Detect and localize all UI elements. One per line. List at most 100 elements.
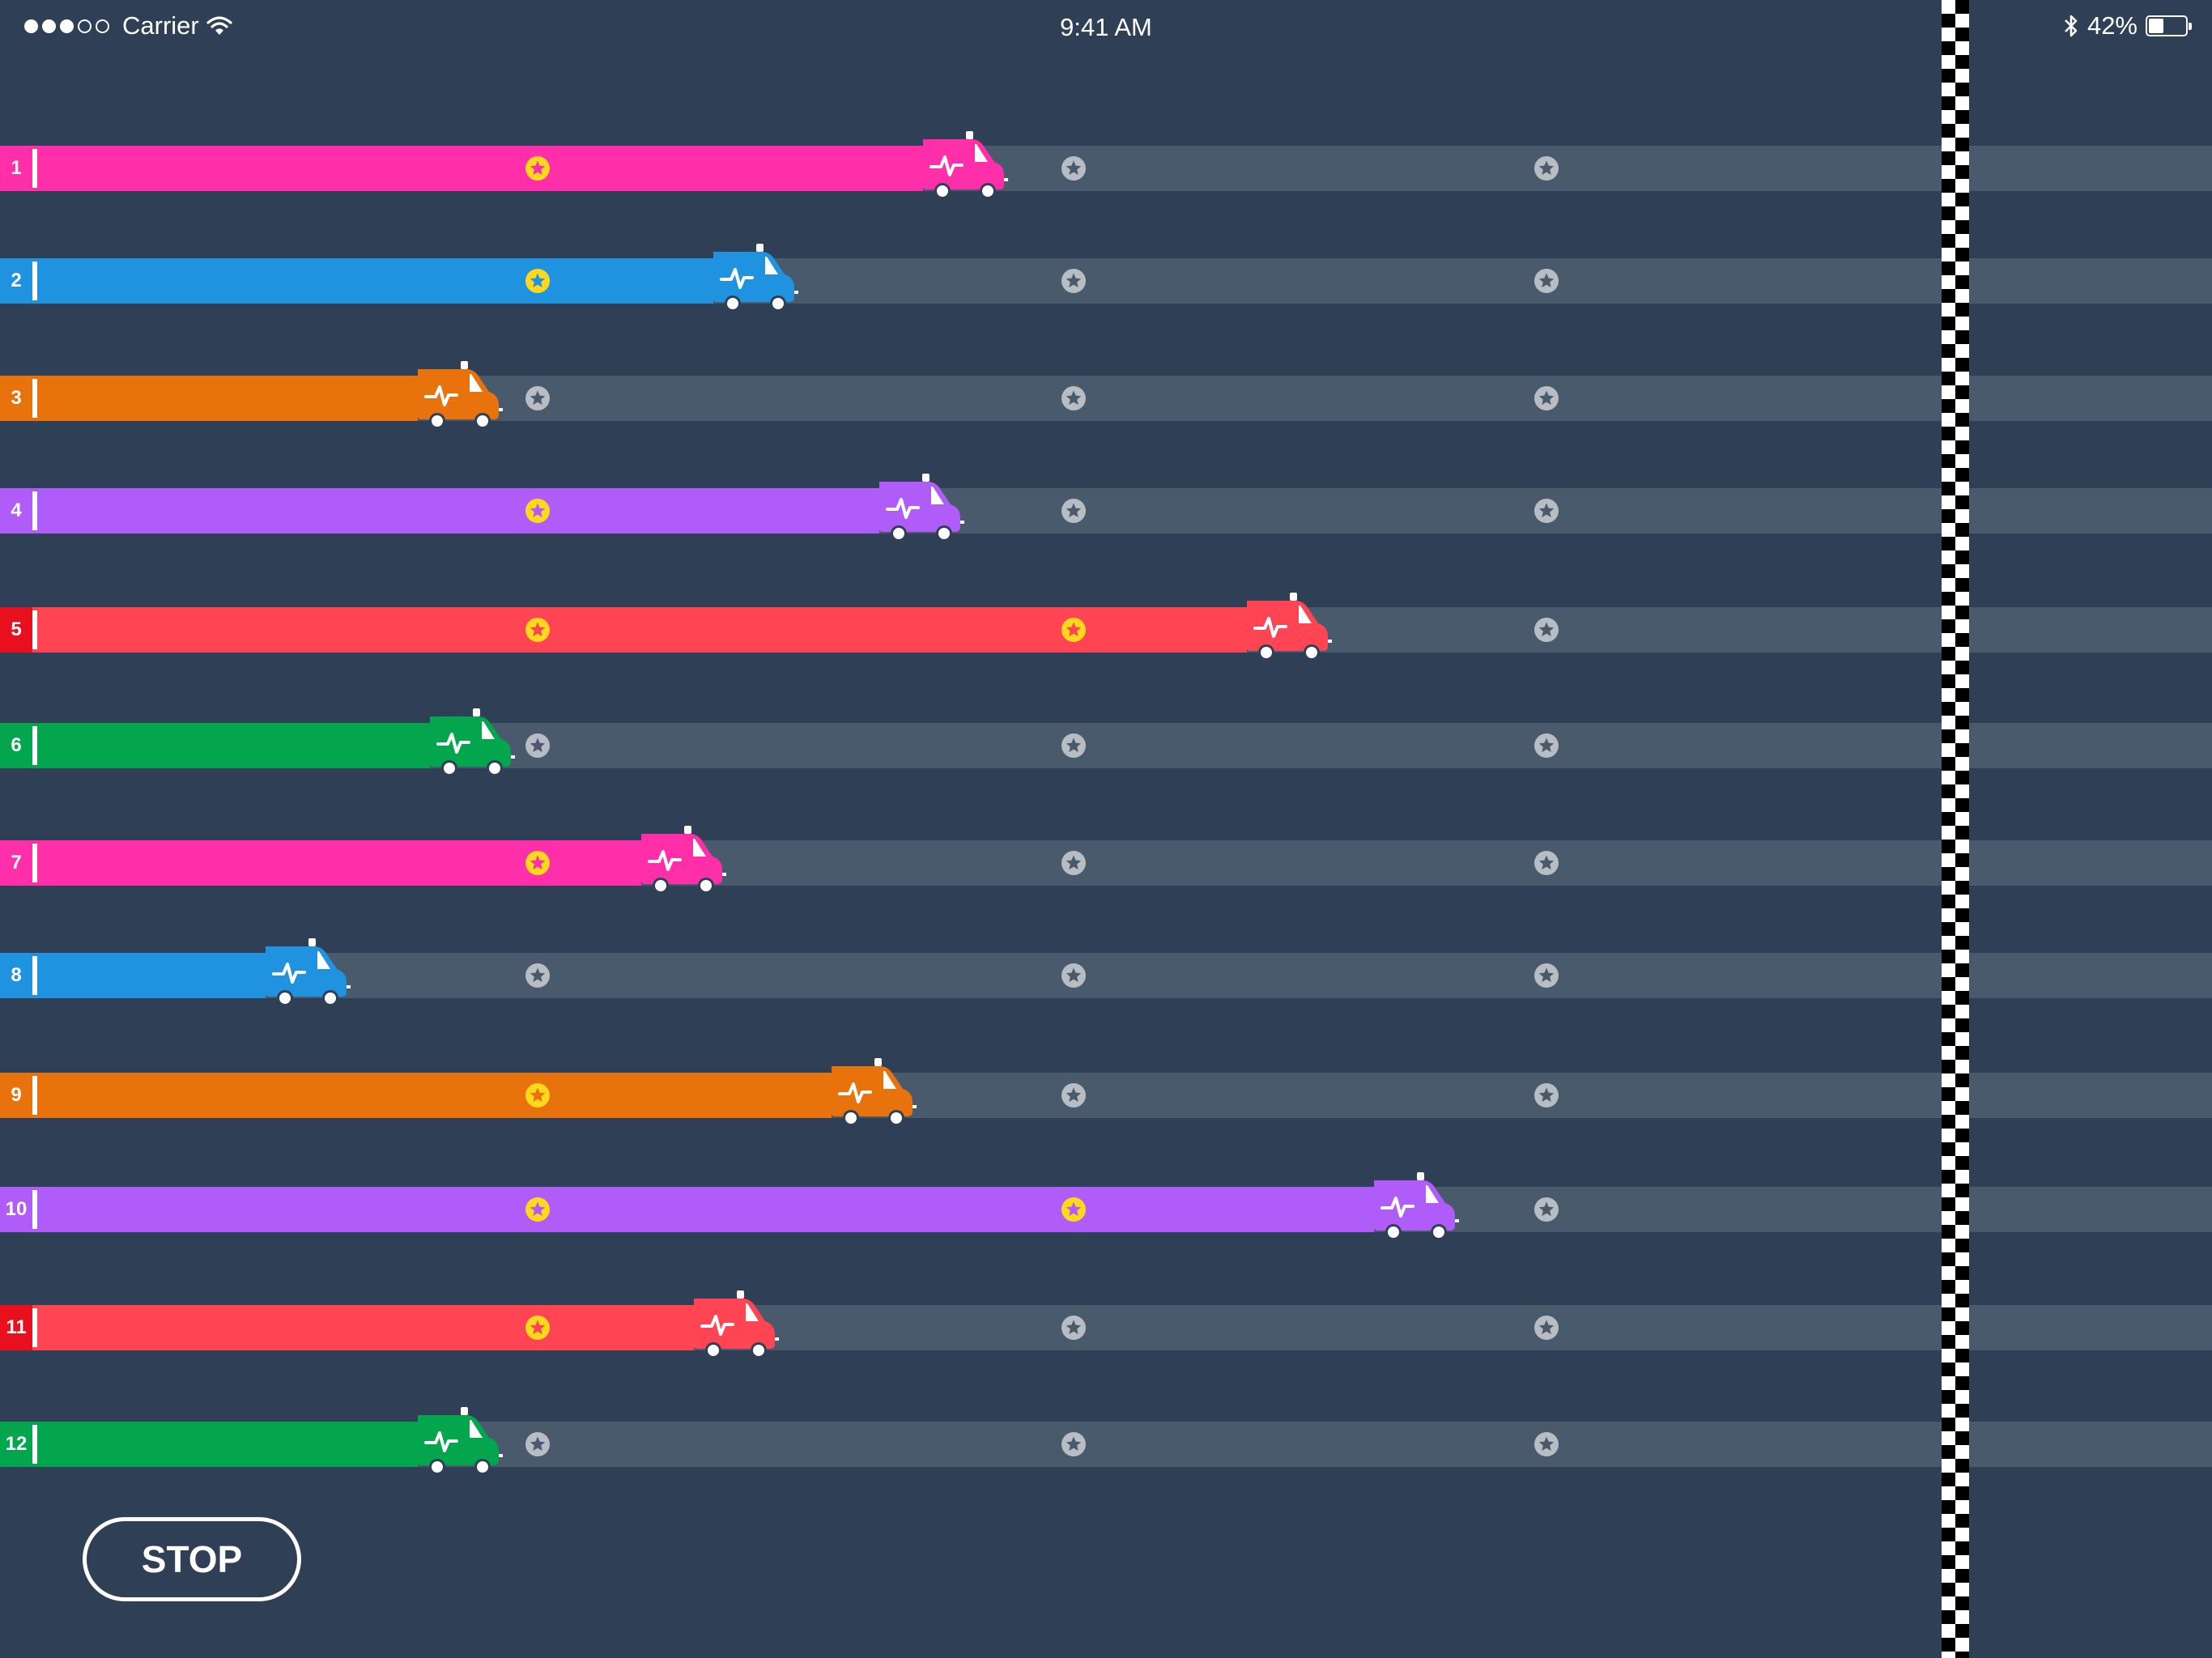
lane-progress-bar <box>0 1073 832 1118</box>
lane-progress-bar <box>0 258 713 304</box>
start-line <box>32 956 37 995</box>
battery-icon <box>2146 15 2192 36</box>
race-lane: 4 <box>0 474 2212 542</box>
lane-number: 8 <box>0 953 32 998</box>
star-icon <box>1534 268 1559 294</box>
lane-number: 5 <box>0 607 32 653</box>
star-icon-collected <box>525 155 551 181</box>
lane-progress-bar <box>0 1422 419 1467</box>
start-line <box>32 379 37 418</box>
race-lane: 2 <box>0 244 2212 312</box>
race-lane: 12 <box>0 1407 2212 1475</box>
star-icon <box>1061 850 1087 876</box>
lane-progress-bar <box>0 488 879 534</box>
star-icon <box>1534 1431 1559 1457</box>
status-left: Carrier <box>24 11 233 40</box>
star-icon <box>1061 733 1087 759</box>
ambulance-icon <box>427 705 517 780</box>
star-icon <box>525 963 551 988</box>
lane-number: 1 <box>0 146 32 191</box>
start-line <box>32 610 37 649</box>
battery-percent: 42% <box>2087 11 2138 40</box>
star-icon <box>525 733 551 759</box>
bluetooth-icon <box>2065 15 2078 37</box>
lane-number: 10 <box>0 1187 32 1232</box>
star-icon <box>1061 385 1087 411</box>
lane-progress-bar <box>0 376 419 421</box>
star-icon-collected <box>525 1197 551 1222</box>
wifi-icon <box>206 16 232 35</box>
lane-progress-bar <box>0 607 1247 653</box>
start-line <box>32 1076 37 1115</box>
ambulance-icon <box>876 470 967 545</box>
star-icon <box>1534 963 1559 988</box>
ambulance-icon <box>828 1055 919 1129</box>
race-lane: 7 <box>0 826 2212 894</box>
ambulance-icon <box>920 128 1010 202</box>
star-icon <box>1061 1315 1087 1341</box>
signal-strength-icon <box>24 19 109 33</box>
star-icon <box>525 385 551 411</box>
star-icon-collected <box>525 850 551 876</box>
start-line <box>32 844 37 882</box>
start-line <box>32 261 37 300</box>
star-icon <box>1534 1197 1559 1222</box>
status-right: 42% <box>2063 11 2192 40</box>
ambulance-icon <box>1244 589 1334 664</box>
lane-number: 2 <box>0 258 32 304</box>
star-icon-collected <box>1061 1197 1087 1222</box>
lane-number: 9 <box>0 1073 32 1118</box>
star-icon <box>1534 850 1559 876</box>
star-icon <box>1534 498 1559 524</box>
race-lane: 6 <box>0 708 2212 776</box>
star-icon-collected <box>1061 617 1087 643</box>
star-icon <box>1061 1082 1087 1108</box>
race-lane: 3 <box>0 361 2212 429</box>
status-time: 9:41 AM <box>1060 13 1152 41</box>
ambulance-icon <box>710 240 801 315</box>
race-lane: 11 <box>0 1290 2212 1358</box>
star-icon <box>1061 1431 1087 1457</box>
start-line <box>32 1190 37 1229</box>
finish-line <box>1942 0 1969 1658</box>
ambulance-icon <box>1371 1169 1461 1244</box>
star-icon-collected <box>525 617 551 643</box>
lane-number: 6 <box>0 723 32 768</box>
star-icon <box>525 1431 551 1457</box>
carrier-name: Carrier <box>122 11 199 40</box>
star-icon <box>1534 385 1559 411</box>
start-line <box>32 491 37 530</box>
lane-progress-bar <box>0 1305 695 1350</box>
lane-number: 4 <box>0 488 32 534</box>
ambulance-icon <box>262 935 353 1010</box>
lane-number: 7 <box>0 840 32 886</box>
start-line <box>32 149 37 188</box>
lane-progress-bar <box>0 1187 1375 1232</box>
start-line <box>32 1308 37 1347</box>
race-lane: 8 <box>0 938 2212 1006</box>
race-lane: 9 <box>0 1058 2212 1126</box>
race-lane: 10 <box>0 1172 2212 1240</box>
lane-number: 11 <box>0 1305 32 1350</box>
star-icon <box>1061 268 1087 294</box>
ambulance-icon <box>691 1287 781 1362</box>
star-icon <box>1061 155 1087 181</box>
star-icon <box>1534 617 1559 643</box>
star-icon <box>1534 1082 1559 1108</box>
ambulance-icon <box>415 358 505 432</box>
star-icon-collected <box>525 1082 551 1108</box>
race-lane: 1 <box>0 131 2212 199</box>
ambulance-icon <box>415 1404 505 1478</box>
lane-progress-bar <box>0 723 430 768</box>
star-icon <box>1534 733 1559 759</box>
star-icon-collected <box>525 268 551 294</box>
star-icon <box>1061 963 1087 988</box>
star-icon-collected <box>525 498 551 524</box>
lane-number: 3 <box>0 376 32 421</box>
race-lane: 5 <box>0 593 2212 661</box>
lane-number: 12 <box>0 1422 32 1467</box>
stop-button[interactable]: STOP <box>83 1517 301 1601</box>
star-icon <box>1534 1315 1559 1341</box>
lane-progress-bar <box>0 953 266 998</box>
lane-progress-bar <box>0 146 923 191</box>
